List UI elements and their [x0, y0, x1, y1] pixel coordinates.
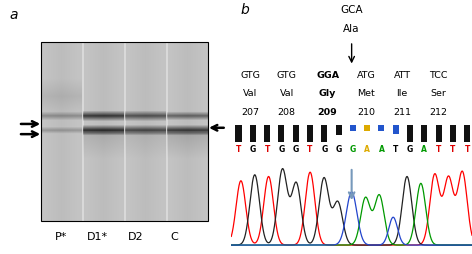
Bar: [421, 126, 427, 142]
Text: Ala: Ala: [344, 23, 360, 34]
Text: G: G: [278, 144, 285, 153]
Text: G: G: [321, 144, 328, 153]
Text: Val: Val: [279, 89, 294, 98]
Text: GGA: GGA: [316, 70, 339, 79]
Bar: [379, 126, 384, 132]
Bar: [321, 126, 327, 142]
Text: T: T: [264, 144, 270, 153]
Text: T: T: [393, 144, 398, 153]
Text: D1*: D1*: [87, 231, 108, 241]
Text: T: T: [436, 144, 441, 153]
Text: T: T: [307, 144, 312, 153]
Text: A: A: [364, 144, 370, 153]
Bar: [393, 126, 399, 134]
Text: Val: Val: [244, 89, 258, 98]
Text: 207: 207: [242, 107, 260, 116]
Text: 212: 212: [430, 107, 447, 116]
Text: 210: 210: [357, 107, 375, 116]
Text: Gly: Gly: [319, 89, 336, 98]
Text: G: G: [250, 144, 256, 153]
Text: G: G: [336, 144, 342, 153]
Text: 209: 209: [318, 107, 337, 116]
Text: G: G: [293, 144, 299, 153]
Bar: [293, 126, 299, 142]
Text: GTG: GTG: [277, 70, 296, 79]
Text: a: a: [9, 8, 17, 22]
Bar: [264, 126, 270, 142]
Text: A: A: [421, 144, 427, 153]
Text: P*: P*: [55, 231, 67, 241]
Text: C: C: [170, 231, 178, 241]
Bar: [307, 126, 313, 142]
Text: A: A: [379, 144, 384, 153]
Bar: [436, 126, 442, 142]
Bar: [236, 126, 242, 142]
Text: G: G: [407, 144, 413, 153]
Bar: [336, 126, 342, 136]
Text: Ser: Ser: [430, 89, 446, 98]
Text: GCA: GCA: [340, 5, 363, 15]
Text: T: T: [464, 144, 470, 153]
Bar: [407, 126, 413, 142]
Text: Ile: Ile: [396, 89, 408, 98]
Text: G: G: [350, 144, 356, 153]
Text: TCC: TCC: [429, 70, 447, 79]
Text: Met: Met: [357, 89, 375, 98]
Bar: [250, 126, 256, 142]
Text: ATG: ATG: [357, 70, 375, 79]
Text: GTG: GTG: [241, 70, 261, 79]
Bar: [364, 126, 370, 132]
Text: T: T: [236, 144, 241, 153]
Text: D2: D2: [128, 231, 144, 241]
Text: T: T: [450, 144, 455, 153]
Bar: [41, 43, 209, 221]
Bar: [464, 126, 470, 142]
Bar: [450, 126, 456, 142]
Bar: [278, 126, 285, 142]
Text: 211: 211: [393, 107, 411, 116]
Text: ATT: ATT: [394, 70, 411, 79]
Text: 208: 208: [278, 107, 295, 116]
Bar: [350, 126, 356, 132]
Text: b: b: [241, 3, 250, 17]
